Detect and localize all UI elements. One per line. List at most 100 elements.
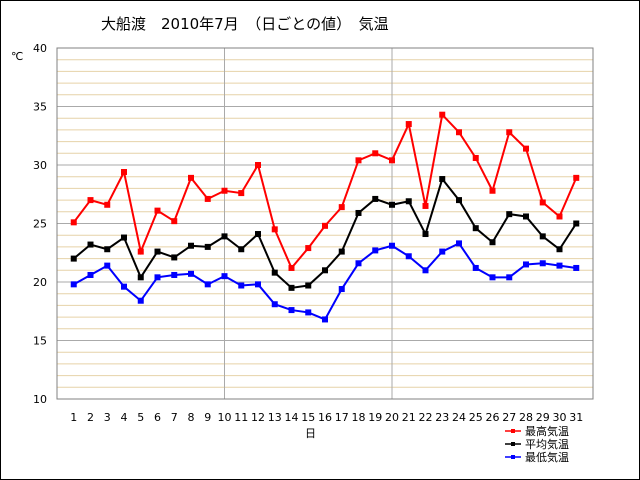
data-point [389,157,395,164]
x-tick-label: 30 [553,411,567,424]
y-tick-label: 30 [33,159,47,172]
data-point [523,261,529,268]
data-point [506,129,513,136]
x-tick-label: 20 [385,411,399,424]
x-tick-label: 28 [519,411,533,424]
data-point [188,270,194,277]
data-point [372,247,379,254]
data-point [556,262,563,269]
data-point [405,198,412,205]
data-point [472,154,479,161]
data-point [305,282,312,289]
data-point [556,246,563,253]
data-point [472,264,479,271]
y-tick-labels: 10 15 20 25 30 35 40 [33,42,47,406]
data-point [539,233,546,240]
x-tick-label: 4 [121,411,128,424]
data-point [372,195,379,202]
x-tick-label: 10 [218,411,232,424]
data-point [271,301,278,308]
data-point [456,197,462,204]
x-tick-label: 25 [469,411,483,424]
data-point [70,281,77,288]
data-point [556,213,563,220]
data-point [456,240,462,247]
x-tick-label: 15 [301,411,315,424]
data-point [422,267,429,274]
data-point [489,274,496,281]
data-point [221,187,228,194]
data-point [121,169,127,176]
legend-label: 平均気温 [525,437,569,451]
x-axis-label: 日 [305,427,316,440]
x-tick-label: 24 [452,411,466,424]
chart-title: 大船渡 2010年7月 （日ごとの値） 気温 [101,15,389,33]
legend-marker [511,455,515,459]
data-point [171,218,178,225]
y-tick-label: 10 [33,393,47,406]
data-point [539,199,546,206]
data-point [288,307,295,314]
data-point [70,255,77,262]
plot-border [56,47,594,400]
data-point [238,190,245,197]
x-tick-label: 1 [70,411,77,424]
x-tick-label: 26 [486,411,500,424]
data-point [104,246,111,253]
data-point [573,174,580,181]
x-tick-label: 27 [502,411,516,424]
data-point [87,241,94,248]
data-point [372,150,379,157]
data-point [154,248,161,255]
data-point [489,187,496,194]
legend-marker [511,429,515,433]
data-point [489,239,496,246]
data-point [271,226,278,233]
data-point [523,145,529,152]
x-tick-label: 21 [402,411,416,424]
data-point [539,260,546,267]
data-point [573,264,580,271]
data-point [472,225,479,232]
data-point [389,201,395,208]
data-point [439,176,446,183]
x-tick-label: 19 [368,411,382,424]
data-point [121,234,127,241]
x-tick-label: 7 [171,411,178,424]
data-point [238,246,245,253]
data-point [204,243,211,250]
data-point [221,233,228,240]
data-point [238,282,245,289]
data-point [137,297,144,304]
x-tick-label: 18 [352,411,366,424]
x-tick-label: 31 [569,411,583,424]
data-point [137,248,144,255]
data-point [221,273,228,280]
data-point [405,253,412,260]
y-axis-label: ℃ [11,50,23,63]
data-point [87,197,94,204]
x-tick-label: 12 [251,411,265,424]
y-tick-label: 25 [33,218,47,231]
grid-vertical [224,48,393,399]
legend-label: 最低気温 [525,450,569,464]
data-point [573,220,580,227]
x-tick-label: 13 [268,411,282,424]
data-point [422,231,429,238]
data-point [154,274,161,281]
data-point [355,209,362,216]
series-line [73,242,577,321]
data-point [104,201,111,208]
data-point [137,274,144,281]
data-point [506,211,513,218]
legend-marker [511,442,515,446]
data-point [154,207,161,214]
x-tick-label: 2 [87,411,94,424]
x-tick-label: 11 [234,411,248,424]
data-point [355,260,362,267]
data-point [104,262,111,269]
data-point [506,274,513,281]
x-tick-label: 9 [204,411,211,424]
data-point [305,309,312,316]
